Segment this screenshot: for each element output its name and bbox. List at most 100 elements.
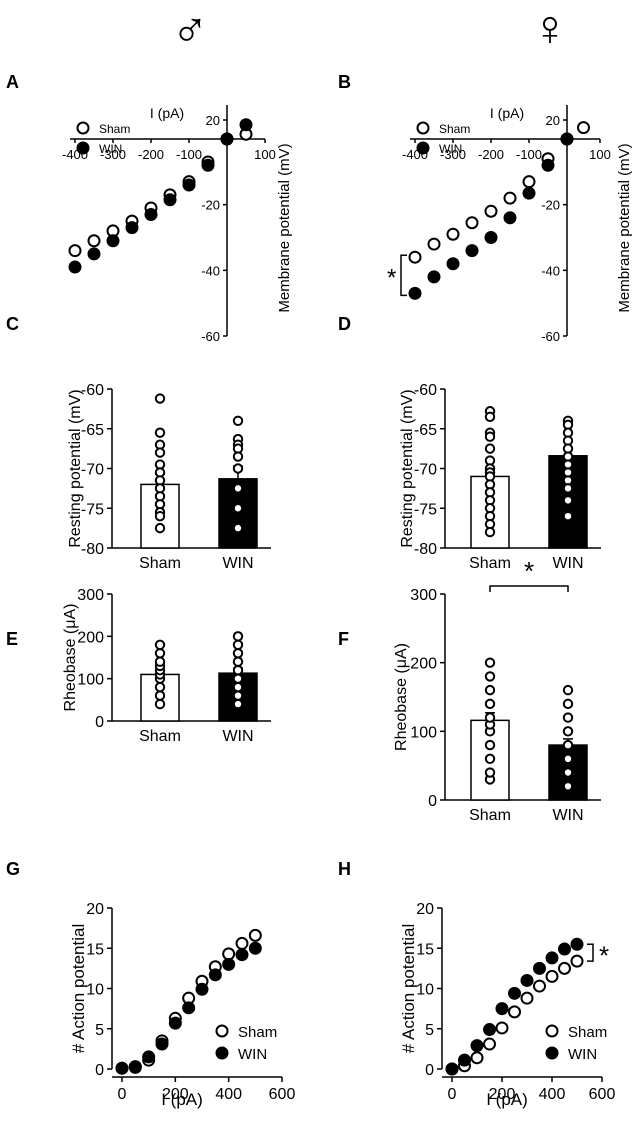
significance-bracket-H: [587, 943, 594, 962]
data-point-win-E: [232, 665, 244, 676]
y-tick-label-B: -40: [541, 263, 560, 278]
panel-label-F: F: [338, 629, 349, 649]
data-point-sham-H: [533, 979, 546, 993]
data-point-sham-H: [495, 1021, 509, 1035]
y-tick-label-D: -65: [414, 422, 437, 439]
y-tick-label-C: -65: [81, 422, 104, 439]
data-point-win-A: [68, 260, 82, 274]
data-point-win-A: [182, 178, 196, 192]
data-point-sham-B: [484, 204, 498, 218]
significance-star-B: *: [387, 264, 396, 291]
data-point-win-B: [427, 270, 441, 284]
panel-label-D: D: [338, 314, 351, 334]
x-axis-title-A: I (pA): [150, 105, 184, 121]
y-tick-label-C: -80: [81, 541, 104, 558]
y-tick-label-H: 10: [416, 982, 434, 999]
data-point-sham-B: [446, 227, 460, 241]
y-tick-label-F: 300: [410, 587, 437, 604]
y-tick-label-B: -20: [541, 198, 560, 213]
x-tick-label-win-F: WIN: [552, 807, 583, 824]
data-point-win-D: [562, 483, 574, 494]
x-tick-label-A: -100: [176, 147, 202, 162]
legend-marker-sham-A: [76, 121, 90, 135]
legend-marker-win-G: [215, 1046, 229, 1060]
y-tick-label-E: 100: [77, 672, 104, 689]
x-axis-title-G: I (pA): [161, 1090, 203, 1109]
data-point-win-G: [155, 1037, 169, 1051]
data-point-win-H: [570, 937, 584, 951]
y-tick-label-G: 10: [86, 982, 104, 999]
x-tick-label-A: -300: [100, 147, 126, 162]
y-tick-label-G: 15: [86, 941, 104, 958]
y-tick-label-G: 5: [95, 1022, 104, 1039]
x-tick-label-win-E: WIN: [222, 728, 253, 745]
data-point-sham-F: [484, 684, 496, 696]
x-tick-label-A: -200: [138, 147, 164, 162]
y-axis-title-C: Resting potential (mV): [67, 389, 84, 547]
y-axis-title-D: Resting potential (mV): [399, 389, 416, 547]
data-point-win-F: [562, 698, 574, 710]
legend-marker-sham-G: [215, 1024, 229, 1038]
data-point-win-F: [562, 753, 574, 764]
x-tick-label-sham-D: Sham: [469, 555, 511, 572]
data-point-win-G: [195, 982, 209, 996]
x-tick-label-H: 200: [489, 1086, 516, 1103]
data-point-sham-G: [248, 928, 262, 942]
legend-label-sham-B: Sham: [439, 122, 470, 136]
data-point-win-G: [235, 948, 249, 962]
data-point-win-H: [470, 1039, 484, 1053]
y-axis-title-A: Membrane potential (mV): [276, 143, 293, 312]
x-tick-label-win-D: WIN: [552, 555, 583, 572]
data-point-win-A: [239, 118, 253, 132]
y-tick-label-F: 0: [428, 793, 437, 810]
y-tick-label-H: 0: [425, 1062, 434, 1079]
data-point-win-E: [232, 673, 244, 684]
data-point-sham-E: [154, 656, 166, 667]
data-point-win-E: [232, 648, 244, 659]
data-point-win-A: [87, 247, 101, 261]
data-point-sham-H: [470, 1051, 484, 1065]
y-tick-label-A: -40: [201, 263, 220, 278]
data-point-win-G: [222, 957, 236, 971]
data-point-win-H: [495, 1002, 509, 1016]
data-point-sham-F: [484, 753, 496, 764]
data-point-win-H: [483, 1023, 496, 1037]
data-point-sham-B: [522, 175, 536, 189]
y-tick-label-G: 20: [86, 901, 104, 918]
data-point-sham-F: [484, 712, 496, 723]
data-point-sham-D: [484, 526, 496, 538]
y-tick-label-A: -20: [201, 198, 220, 213]
data-point-win-F: [562, 781, 574, 792]
y-tick-label-F: 200: [410, 656, 437, 673]
x-tick-label-H: 400: [539, 1086, 566, 1103]
panel-label-C: C: [6, 314, 19, 334]
data-point-win-B: [541, 158, 555, 172]
significance-bracket-B: [400, 254, 407, 297]
x-tick-label-sham-E: Sham: [139, 728, 181, 745]
data-point-sham-A: [68, 244, 82, 258]
y-tick-label-D: -75: [414, 501, 437, 518]
data-point-win-A: [144, 208, 158, 222]
panel-label-E: E: [6, 629, 18, 649]
data-point-win-B: [465, 244, 479, 258]
data-point-sham-B: [465, 216, 479, 230]
y-tick-label-H: 5: [425, 1022, 434, 1039]
data-point-win-H: [520, 973, 534, 987]
legend-label-sham-G: Sham: [238, 1024, 277, 1041]
data-point-win-B: [560, 132, 574, 146]
data-point-win-A: [106, 234, 120, 248]
data-point-win-H: [533, 961, 546, 975]
data-point-win-F: [562, 739, 574, 751]
y-tick-label-E: 300: [77, 587, 104, 604]
y-tick-label-C: -70: [81, 462, 104, 479]
data-point-win-E: [232, 631, 244, 642]
data-point-win-H: [558, 942, 571, 956]
data-point-sham-F: [484, 739, 496, 751]
x-tick-label-G: 600: [269, 1086, 296, 1103]
data-point-win-F: [562, 726, 574, 737]
legend-marker-win-B: [416, 141, 430, 155]
y-axis-title-B: Membrane potential (mV): [616, 143, 633, 312]
data-point-win-F: [562, 684, 574, 696]
data-point-win-C: [232, 503, 244, 514]
y-axis-title-F: Rheobase (μA): [393, 643, 410, 751]
